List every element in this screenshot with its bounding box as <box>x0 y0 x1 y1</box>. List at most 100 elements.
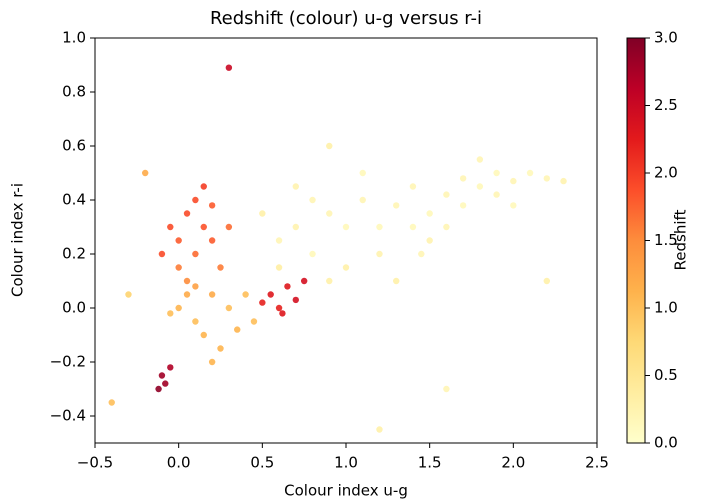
x-tick-label: 2.5 <box>585 454 609 472</box>
point <box>175 304 182 312</box>
point <box>125 291 132 298</box>
point <box>167 310 174 317</box>
point <box>167 223 174 231</box>
point <box>292 296 299 304</box>
point <box>418 250 425 258</box>
point <box>359 169 366 177</box>
point <box>426 237 433 244</box>
y-tick-label: 0.4 <box>62 191 86 209</box>
point <box>192 250 199 258</box>
point <box>175 237 182 244</box>
x-tick-label: −0.5 <box>77 454 113 472</box>
point <box>200 183 207 190</box>
point <box>300 277 308 285</box>
point <box>158 250 166 258</box>
point <box>259 299 266 306</box>
point <box>284 283 291 290</box>
point <box>376 426 383 433</box>
point <box>510 202 517 209</box>
point <box>526 169 534 177</box>
point <box>217 264 224 271</box>
point <box>443 385 450 393</box>
point <box>192 283 199 290</box>
point <box>242 291 249 298</box>
point <box>275 264 283 271</box>
point <box>183 291 191 298</box>
point <box>459 175 467 182</box>
points <box>108 64 567 433</box>
point <box>183 210 191 217</box>
point <box>342 223 350 231</box>
point <box>543 277 550 285</box>
point <box>200 331 207 339</box>
point <box>158 372 166 379</box>
point <box>167 364 174 371</box>
point <box>326 142 333 150</box>
point <box>225 223 233 231</box>
point <box>342 264 350 271</box>
point <box>183 277 191 285</box>
colorbar-label: Redshift <box>672 209 690 270</box>
point <box>275 304 283 312</box>
point <box>259 210 266 217</box>
point <box>234 326 241 333</box>
point <box>426 210 433 217</box>
x-tick-label: 1.0 <box>334 454 358 472</box>
point <box>376 250 383 258</box>
point <box>292 223 299 231</box>
point <box>175 264 182 271</box>
point <box>443 191 450 198</box>
colorbar-tick-label: 1.0 <box>654 299 678 317</box>
point <box>326 210 333 217</box>
point <box>359 196 366 204</box>
colorbar-tick-label: 3.0 <box>654 29 678 47</box>
point <box>279 310 286 317</box>
colorbar-tick-label: 2.5 <box>654 96 678 114</box>
point <box>459 202 467 209</box>
point <box>326 277 333 285</box>
point <box>192 318 199 325</box>
point <box>393 277 400 285</box>
point <box>560 177 567 185</box>
chart-title: Redshift (colour) u-g versus r-i <box>210 8 482 29</box>
point <box>393 202 400 209</box>
point <box>208 358 216 366</box>
point <box>309 250 316 258</box>
point <box>208 202 216 209</box>
y-axis-label: Colour index r-i <box>9 183 27 297</box>
point <box>409 223 417 231</box>
plot-frame <box>94 37 598 444</box>
x-tick-label: 1.5 <box>418 454 442 472</box>
colorbar-tick-label: 0.0 <box>654 434 678 452</box>
y-tick-label: 0.6 <box>62 137 86 155</box>
x-tick-label: 2.0 <box>501 454 525 472</box>
x-tick-label: 0.5 <box>250 454 274 472</box>
y-tick-label: 0.0 <box>62 299 86 317</box>
x-tick-label: 0.0 <box>167 454 191 472</box>
point <box>225 64 233 71</box>
point <box>162 380 169 387</box>
point <box>142 169 149 177</box>
colorbar-tick-label: 0.5 <box>654 366 678 384</box>
point <box>476 156 484 163</box>
point <box>275 237 283 244</box>
point <box>493 169 500 177</box>
point <box>409 183 417 190</box>
y-tick-label: −0.4 <box>50 407 86 425</box>
colorbar <box>626 37 646 444</box>
y-tick-label: −0.2 <box>50 353 86 371</box>
point <box>510 177 517 185</box>
point <box>192 196 199 204</box>
axes: −0.5 0.0 0.5 1.0 1.5 2.0 2.5 −0.4 −0.2 0.0 0.2 0.4 0… <box>50 29 678 472</box>
point <box>476 183 484 190</box>
colorbar-tick-label: 1.5 <box>654 231 678 249</box>
y-tick-label: 0.2 <box>62 245 86 263</box>
y-tick-label: 1.0 <box>62 29 86 47</box>
point <box>267 291 274 298</box>
point <box>292 183 299 190</box>
colorbar-tick-label: 2.0 <box>654 164 678 182</box>
point <box>376 223 383 231</box>
point <box>108 399 115 406</box>
point <box>155 385 162 393</box>
